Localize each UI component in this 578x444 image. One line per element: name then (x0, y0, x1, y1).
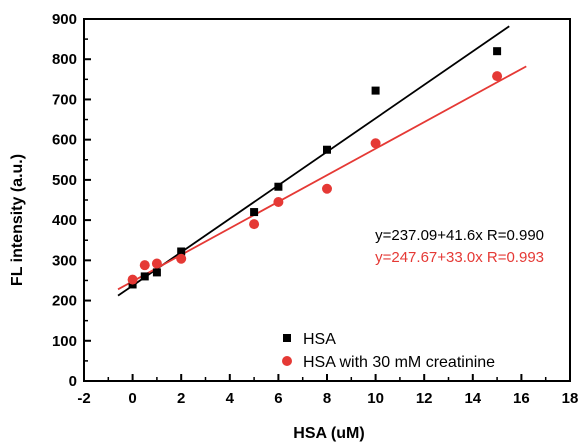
data-point-hsa-creatinine (127, 274, 138, 285)
data-point-hsa-creatinine (492, 71, 503, 82)
y-tick-label: 200 (52, 293, 77, 310)
fit-equation-hsa: y=237.09+41.6x R=0.990 (375, 227, 544, 244)
x-tick-label: 4 (226, 390, 235, 407)
x-tick-label: 8 (323, 390, 331, 407)
data-point-hsa (493, 47, 502, 56)
x-tick-label: 6 (274, 390, 282, 407)
x-tick-label: 2 (177, 390, 185, 407)
data-point-hsa-creatinine (151, 258, 162, 269)
data-point-hsa (140, 272, 149, 281)
data-point-hsa (371, 86, 380, 95)
axes: -2 0 2 4 6 8 10 12 14 16 1801002003004005006007008… (52, 11, 578, 407)
legend-marker-hsa (283, 334, 291, 342)
y-tick-label: 500 (52, 172, 77, 189)
fit-line-series-1 (117, 65, 527, 291)
data-point-hsa-creatinine (139, 260, 150, 271)
fit-equation-hsa-creatinine: y=247.67+33.0x R=0.993 (375, 249, 544, 266)
y-axis-title: FL intensity (a.u.) (9, 154, 26, 286)
data-point-hsa-creatinine (322, 183, 332, 194)
x-tick-label: 12 (416, 390, 433, 407)
y-tick-label: 400 (52, 212, 77, 229)
data-point-hsa-creatinine (176, 253, 187, 264)
data-points (127, 47, 503, 289)
x-axis-title: HSA (uM) (293, 425, 364, 442)
x-tick-label: 18 (562, 390, 578, 407)
x-tick-label: 0 (128, 390, 136, 407)
legend-marker-hsa-creatinine (282, 356, 292, 366)
y-tick-label: 0 (69, 373, 77, 390)
x-tick-label: 10 (367, 390, 384, 407)
x-tick-label: 14 (464, 390, 481, 407)
y-tick-label: 800 (52, 51, 77, 68)
data-point-hsa-creatinine (249, 219, 260, 230)
x-tick-label: 16 (513, 390, 530, 407)
data-point-hsa (152, 268, 161, 277)
data-point-hsa (274, 182, 283, 191)
data-point-hsa-creatinine (273, 197, 284, 208)
y-tick-label: 700 (52, 91, 77, 108)
legend-label-hsa-creatinine: HSA with 30 mM creatinine (303, 354, 495, 371)
data-point-hsa (250, 208, 259, 217)
legend-label-hsa: HSA (303, 331, 336, 348)
y-tick-label: 600 (52, 132, 77, 149)
data-point-hsa-creatinine (370, 138, 381, 149)
y-tick-label: 300 (52, 252, 77, 269)
x-tick-label: -2 (77, 390, 90, 407)
y-tick-label: 100 (52, 333, 77, 350)
data-point-hsa (323, 145, 331, 154)
data-point-hsa (177, 247, 186, 256)
y-tick-label: 900 (52, 11, 77, 28)
legend: HSA HSA with 30 mM creatinine (282, 331, 495, 371)
